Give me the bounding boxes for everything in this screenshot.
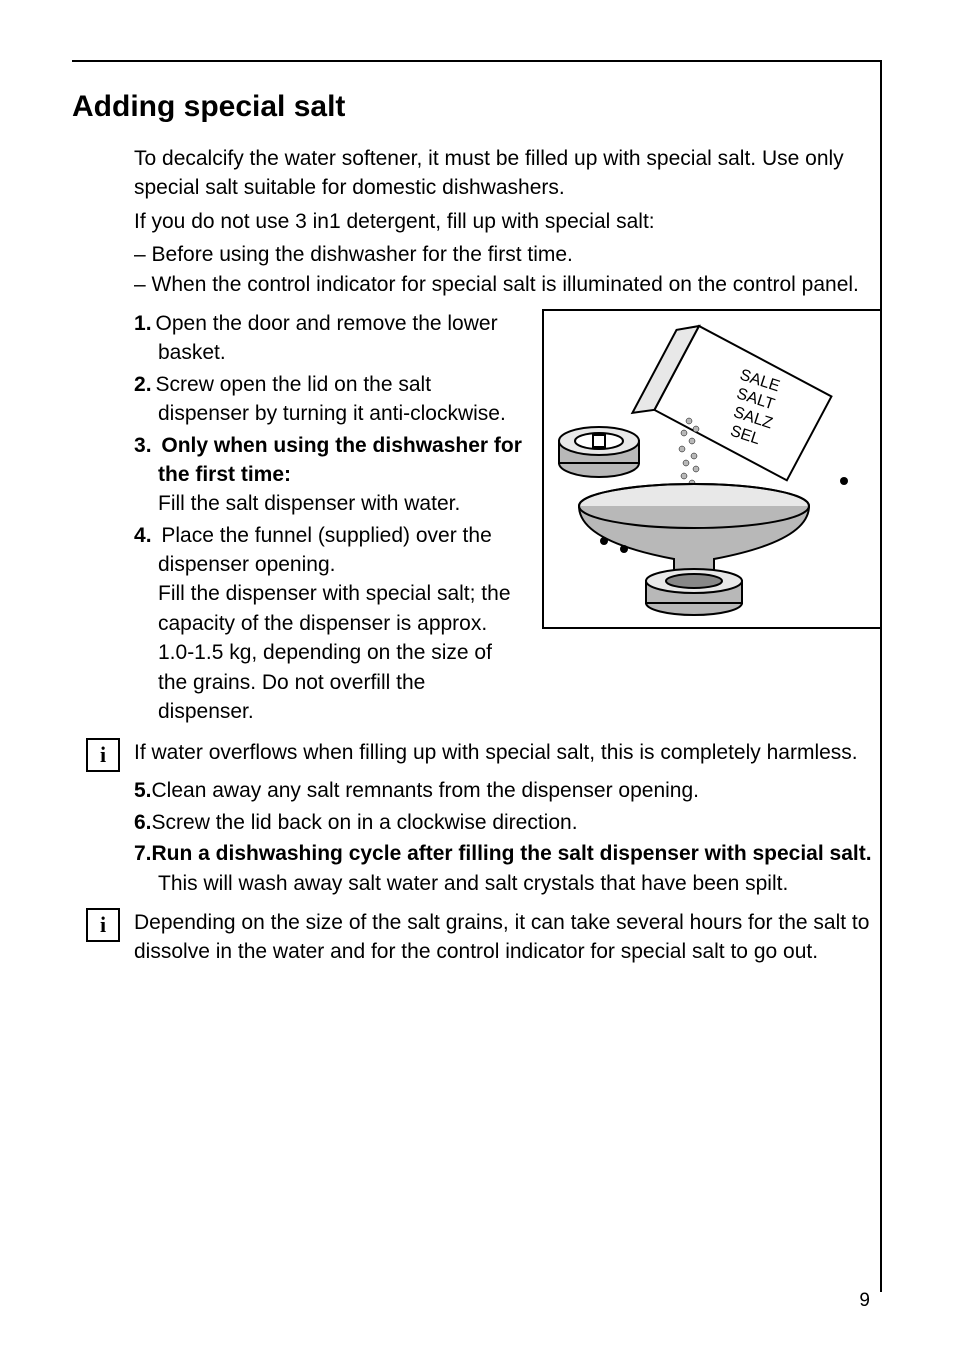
note-1-text: If water overflows when filling up with …	[134, 738, 882, 767]
page-number: 9	[859, 1290, 870, 1312]
step-4a: Place the funnel (supplied) over the dis…	[158, 524, 492, 576]
step-3-bold: Only when using the dishwasher for the f…	[158, 434, 522, 486]
text-column: Open the door and remove the lower baske…	[134, 309, 524, 728]
note-2-text: Depending on the size of the salt grains…	[134, 908, 882, 967]
intro-block: To decalcify the water softener, it must…	[134, 144, 882, 299]
two-column-layout: Open the door and remove the lower baske…	[134, 309, 882, 728]
info-icon: i	[86, 738, 120, 772]
steps-continued: 5.Clean away any salt remnants from the …	[134, 776, 882, 898]
step-7: 7.Run a dishwashing cycle after filling …	[134, 839, 882, 898]
step-4b: Fill the dispenser with special salt; th…	[158, 582, 511, 723]
intro-dash-1: Before using the dishwasher for the firs…	[134, 240, 882, 269]
intro-dash-list: Before using the dishwasher for the firs…	[134, 240, 882, 299]
step-7-bold: Run a dishwashing cycle after filling th…	[152, 842, 872, 865]
intro-dash-2: When the control indicator for special s…	[134, 270, 882, 299]
intro-p1: To decalcify the water softener, it must…	[134, 144, 882, 203]
step-7-rest: This will wash away salt water and salt …	[158, 872, 788, 895]
step-2: Screw open the lid on the salt dispenser…	[134, 370, 524, 429]
step-6-text: Screw the lid back on in a clockwise dir…	[152, 811, 578, 834]
step-3-rest: Fill the salt dispenser with water.	[158, 492, 460, 515]
step-1: Open the door and remove the lower baske…	[134, 309, 524, 368]
step-6: 6.Screw the lid back on in a clockwise d…	[134, 808, 882, 837]
step-5-text: Clean away any salt remnants from the di…	[152, 779, 699, 802]
section-title: Adding special salt	[72, 90, 882, 124]
info-icon: i	[86, 908, 120, 942]
info-note-2: i Depending on the size of the salt grai…	[72, 908, 882, 967]
content-block: To decalcify the water softener, it must…	[134, 144, 882, 728]
salt-funnel-figure: SALE SALT SALZ SEL	[542, 309, 882, 629]
steps-list: Open the door and remove the lower baske…	[134, 309, 524, 726]
step-4: Place the funnel (supplied) over the dis…	[134, 521, 524, 727]
steps-list-cont: 5.Clean away any salt remnants from the …	[134, 776, 882, 898]
step-3: Only when using the dishwasher for the f…	[134, 431, 524, 519]
page-top-rule	[72, 60, 882, 62]
info-note-1: i If water overflows when filling up wit…	[72, 738, 882, 772]
figure-column: SALE SALT SALZ SEL	[542, 309, 882, 629]
page-right-rule	[880, 60, 882, 1292]
intro-p2: If you do not use 3 in1 detergent, fill …	[134, 207, 882, 236]
step-5: 5.Clean away any salt remnants from the …	[134, 776, 882, 805]
salt-funnel-svg: SALE SALT SALZ SEL	[544, 311, 884, 631]
